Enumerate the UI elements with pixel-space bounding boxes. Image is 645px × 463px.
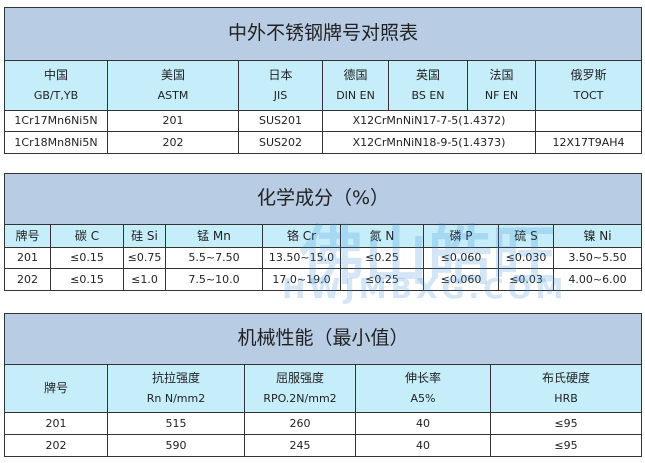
header-cell: 抗拉强度 Rn N/mm2 [107, 364, 245, 413]
header-cell: 锰 Mn [165, 224, 263, 248]
cell: 202 [4, 268, 51, 291]
header-cell: 英国 BS EN [388, 60, 468, 111]
table-row: 1Cr17Mn6Ni5N 201 SUS201 X12CrMnNiN17-7-5… [4, 110, 643, 132]
header-cell: 布氏硬度 HRB [489, 364, 643, 413]
cell: 201 [4, 412, 108, 435]
header-cell: 牌号 [4, 364, 108, 413]
header-row: 牌号 抗拉强度 Rn N/mm2 屈服强度 RPO.2N/mm2 伸长率 A5% 布氏硬度 HR… [4, 364, 643, 413]
table-row: 201 515 260 40 ≤95 [4, 412, 643, 435]
cell: ≤0.030 [498, 247, 554, 269]
header-cell: 日本 JIS [238, 60, 323, 111]
cell: 1Cr17Mn6Ni5N [4, 110, 108, 132]
header-cell: 中国 GB/T,YB [4, 60, 108, 111]
cell: 7.5~10.0 [165, 268, 263, 291]
cell: ≤95 [489, 434, 643, 457]
mechanical-properties-table: 机械性能（最小值） 牌号 抗拉强度 Rn N/mm2 屈服强度 RPO.2N/mm2 伸长… [3, 313, 643, 457]
table-title: 中外不锈钢牌号对照表 [3, 7, 643, 61]
cell: ≤1.0 [123, 268, 166, 291]
cell: ≤0.25 [340, 247, 424, 269]
cell: ≤0.15 [50, 268, 124, 291]
cell: 4.00~6.00 [552, 268, 643, 291]
header-cell: 磷 P [423, 224, 499, 248]
header-cell: 俄罗斯 TOCT [534, 60, 643, 111]
header-cell: 氮 N [340, 224, 424, 248]
cell: 3.50~5.50 [552, 247, 643, 269]
cell: 5.5~7.50 [165, 247, 263, 269]
cell: 13.50~15.0 [262, 247, 341, 269]
cell: ≤0.15 [50, 247, 124, 269]
header-cell: 屈服强度 RPO.2N/mm2 [244, 364, 356, 413]
cell [534, 110, 643, 132]
cell: 515 [107, 412, 245, 435]
cell: 245 [244, 434, 356, 457]
header-row: 中国 GB/T,YB 美国 ASTM 日本 JIS 德国 DIN EN 英国 BS EN … [4, 60, 643, 111]
cell: 1Cr18Mn8Ni5N [4, 131, 108, 154]
cell: 40 [355, 412, 491, 435]
cell: ≤0.060 [423, 247, 499, 269]
cell: 17.0~19.0 [262, 268, 341, 291]
header-cell: 德国 DIN EN [322, 60, 389, 111]
header-cell: 镍 Ni [552, 224, 643, 248]
cell: SUS201 [238, 110, 323, 132]
header-cell: 铬 Cr [262, 224, 341, 248]
header-cell: 美国 ASTM [107, 60, 239, 111]
header-cell: 牌号 [4, 224, 51, 248]
cell: ≤0.03 [498, 268, 554, 291]
table-row: 1Cr18Mn8Ni5N 202 SUS202 X12CrMnNiN18-9-5… [4, 131, 643, 154]
cell: 201 [4, 247, 51, 269]
table-row: 202 ≤0.15 ≤1.0 7.5~10.0 17.0~19.0 ≤0.25 ≤0.060… [4, 268, 643, 291]
cell: ≤0.75 [123, 247, 166, 269]
cell: ≤0.060 [423, 268, 499, 291]
cell: 260 [244, 412, 356, 435]
table-row: 202 590 245 40 ≤95 [4, 434, 643, 457]
cell: 590 [107, 434, 245, 457]
cell: 202 [107, 131, 239, 154]
cell: ≤0.25 [340, 268, 424, 291]
cell: ≤95 [489, 412, 643, 435]
cell: 40 [355, 434, 491, 457]
table-row: 201 ≤0.15 ≤0.75 5.5~7.50 13.50~15.0 ≤0.25 ≤0.0… [4, 247, 643, 269]
header-cell: 硅 Si [123, 224, 166, 248]
cell: SUS202 [238, 131, 323, 154]
cell: X12CrMnNiN18-9-5(1.4373) [322, 131, 536, 154]
table-title: 化学成分（%） [3, 173, 643, 225]
cell: 202 [4, 434, 108, 457]
grade-comparison-table: 中外不锈钢牌号对照表 中国 GB/T,YB 美国 ASTM 日本 JIS 德国 DIN … [3, 7, 643, 154]
header-cell: 硫 S [498, 224, 554, 248]
table-title: 机械性能（最小值） [3, 313, 643, 365]
cell: 201 [107, 110, 239, 132]
header-cell: 法国 NF EN [467, 60, 536, 111]
cell: X12CrMnNiN17-7-5(1.4372) [322, 110, 536, 132]
cell: 12X17T9AH4 [534, 131, 643, 154]
header-cell: 伸长率 A5% [355, 364, 491, 413]
header-cell: 碳 C [50, 224, 124, 248]
